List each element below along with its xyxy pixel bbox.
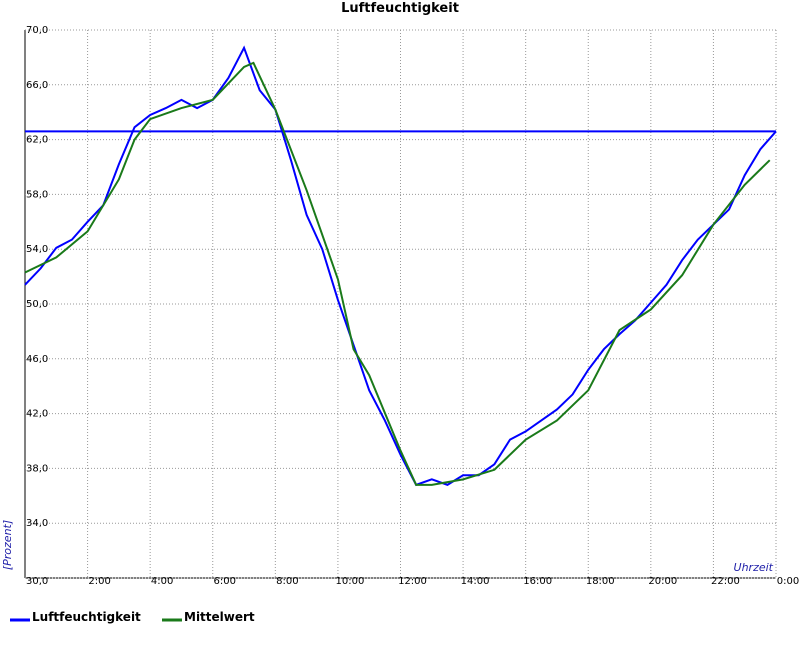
- x-tick-label: 22:00: [711, 576, 740, 587]
- x-tick-label: 14:00: [461, 576, 490, 587]
- x-tick-label: 6:00: [214, 576, 236, 587]
- x-tick-label: 18:00: [586, 576, 615, 587]
- chart-title: Luftfeuchtigkeit: [341, 1, 459, 16]
- y-tick-label: 50,0: [26, 299, 48, 310]
- x-tick-label: 0:00: [777, 576, 799, 587]
- x-tick-label: 12:00: [398, 576, 427, 587]
- y-tick-label: 66,0: [26, 80, 48, 91]
- x-tick-label: 2:00: [88, 576, 110, 587]
- x-axis-label: Uhrzeit: [734, 561, 774, 574]
- series-line: [24, 45, 777, 487]
- x-tick-label: 4:00: [151, 576, 173, 587]
- y-tick-label: 54,0: [26, 244, 48, 255]
- x-tick-label: 20:00: [648, 576, 677, 587]
- y-tick-label: 58,0: [26, 189, 48, 200]
- x-tick-label: 16:00: [523, 576, 552, 587]
- y-tick-label: 46,0: [26, 354, 48, 365]
- y-axis-label: [Prozent]: [1, 520, 14, 570]
- series-line: [24, 61, 771, 486]
- y-tick-label: 42,0: [26, 409, 48, 420]
- x-tick-label: 8:00: [276, 576, 298, 587]
- legend-label: Luftfeuchtigkeit: [32, 610, 141, 624]
- y-tick-label: 38,0: [26, 463, 48, 474]
- y-tick-label: 30,0: [26, 576, 48, 587]
- x-tick-label: 10:00: [336, 576, 365, 587]
- y-tick-label: 62,0: [26, 135, 48, 146]
- y-tick-label: 70,0: [26, 25, 48, 36]
- legend-label: Mittelwert: [184, 610, 255, 624]
- y-tick-label: 34,0: [26, 518, 48, 529]
